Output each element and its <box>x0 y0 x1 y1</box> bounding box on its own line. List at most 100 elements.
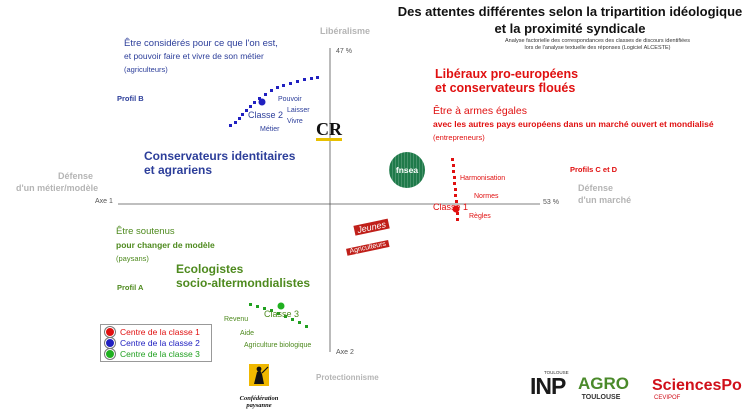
class-3-points <box>249 303 308 328</box>
axis-1-pct: 53 % <box>543 199 559 206</box>
class-2-label: Classe 2 <box>248 110 284 120</box>
title-line-2: et la proximité syndicale <box>494 21 646 36</box>
class-2-word: Pouvoir <box>278 96 302 103</box>
class-2-point <box>264 93 267 96</box>
profile-cd-label: Profils C et D <box>570 165 618 174</box>
axis-right-label-line-1: Défense <box>578 183 614 193</box>
agro-toulouse-logo: AGRO TOULOUSE <box>578 374 629 410</box>
cr-logo-text: CR <box>316 119 342 139</box>
axis-top-label: Libéralisme <box>320 26 371 36</box>
subtitle-line-2: lors de l'analyse textuelle des réponses… <box>524 45 671 51</box>
class-2-point <box>249 105 252 108</box>
legend-item: Centre de la classe 2 <box>105 338 200 348</box>
legend-label: Centre de la classe 3 <box>120 349 200 359</box>
class-2-point <box>234 121 237 124</box>
class-2-point <box>270 89 273 92</box>
class-1-point <box>454 188 457 191</box>
profile-cd-sub: (entrepreneurs) <box>433 133 485 142</box>
profile-cd-heading: Être à armes égales <box>433 105 527 117</box>
agro-logo-text: AGRO <box>578 374 629 393</box>
class-1-point <box>454 194 457 197</box>
legend-label: Centre de la classe 1 <box>120 327 200 337</box>
class-2-point <box>289 82 292 85</box>
class-3-word: Revenu <box>224 316 249 323</box>
class-1-word: Règles <box>469 213 491 220</box>
class-2-word: Métier <box>260 126 280 133</box>
class-2-point <box>310 77 313 80</box>
class-1-word: Normes <box>474 193 499 200</box>
profile-a-title-line-1: Ecologistes <box>176 262 244 276</box>
class-1-point <box>456 212 459 215</box>
class-3-point <box>270 309 273 312</box>
ja-logo-line-1: Jeunes <box>353 218 390 236</box>
class-3-point <box>263 307 266 310</box>
legend-swatch <box>105 349 115 359</box>
class-3-point <box>305 325 308 328</box>
class-2-word: Vivre <box>287 118 303 125</box>
class-2-point <box>258 97 261 100</box>
class-3-point <box>298 321 301 324</box>
class-1-point <box>453 182 456 185</box>
profile-b-heading-line-2: et pouvoir faire et vivre de son métier <box>124 51 264 61</box>
legend-swatch <box>105 338 115 348</box>
class-2-point <box>245 109 248 112</box>
cr-logo: CR <box>316 120 344 142</box>
class-2-point <box>276 86 279 89</box>
axis-2-label: Axe 2 <box>336 349 354 356</box>
legend-item: Centre de la classe 3 <box>105 349 200 359</box>
class-3-point <box>256 305 259 308</box>
class-2-point <box>241 113 244 116</box>
sciencespo-logo-text: SciencesPo <box>652 377 742 394</box>
conf-logo-line-2: paysanne <box>246 402 272 409</box>
profile-a-heading-line-1: Être soutenus <box>116 226 175 237</box>
axis-left-label-line-1: Défense <box>58 171 94 181</box>
class-3-center <box>277 302 285 310</box>
profile-a-heading-line-2: pour changer de modèle <box>116 240 215 250</box>
legend-item: Centre de la classe 1 <box>105 327 200 337</box>
profile-cd-heading-line-2: avec les autres pays européens dans un m… <box>433 119 714 129</box>
profile-b-sub: (agriculteurs) <box>124 65 168 74</box>
class-2-point <box>303 78 306 81</box>
profile-cd-title-line-1: Libéraux pro-européens <box>435 67 579 81</box>
class-2-point <box>253 101 256 104</box>
class-1-point <box>452 170 455 173</box>
axis-bottom-label: Protectionnisme <box>316 373 379 382</box>
class-1-point <box>451 158 454 161</box>
conf-logo-line-1: Confédération <box>239 395 279 402</box>
profile-b-label: Profil B <box>117 94 144 103</box>
cr-logo-bar <box>316 138 342 141</box>
class-3-word: Agriculture biologique <box>244 342 312 349</box>
sciencespo-logo-sub: CEVIPOF <box>654 395 681 401</box>
class-3-label: Classe 3 <box>264 309 300 319</box>
profile-b-title-line-2: et agrariens <box>144 163 213 177</box>
profile-b-title-line-1: Conservateurs identitaires <box>144 149 296 163</box>
class-1-center <box>452 205 460 213</box>
profile-cd-title-line-2: et conservateurs floués <box>435 81 576 95</box>
profile-a-title-line-2: socio-altermondialistes <box>176 276 311 290</box>
confederation-paysanne-logo: Confédération paysanne <box>236 364 282 414</box>
fnsea-logo: fnsea <box>389 152 425 188</box>
class-3-point <box>277 312 280 315</box>
class-2-points <box>229 76 319 127</box>
sciencespo-logo: SciencesPo CEVIPOF <box>652 377 742 409</box>
title-line-1: Des attentes différentes selon la tripar… <box>397 4 743 19</box>
inp-logo: TOULOUSE INP <box>530 370 576 406</box>
inp-logo-small: TOULOUSE <box>544 370 569 375</box>
class-3-point <box>291 318 294 321</box>
class-2-point <box>316 76 319 79</box>
class-1-point <box>452 164 455 167</box>
class-1-label: Classe 1 <box>433 202 469 212</box>
profile-a-label: Profil A <box>117 283 144 292</box>
class-1-point <box>456 218 459 221</box>
profile-b-heading-line-1: Être considérés pour ce que l'on est, <box>124 38 278 49</box>
class-3-point <box>249 303 252 306</box>
fnsea-logo-text: fnsea <box>395 165 419 175</box>
legend-label: Centre de la classe 2 <box>120 338 200 348</box>
class-1-point <box>453 176 456 179</box>
axis-2-pct: 47 % <box>336 48 352 55</box>
class-3-word: Aide <box>240 330 255 337</box>
class-2-word: Laisser <box>287 107 310 114</box>
legend-swatch <box>105 327 115 337</box>
agro-logo-sub: TOULOUSE <box>581 394 621 401</box>
